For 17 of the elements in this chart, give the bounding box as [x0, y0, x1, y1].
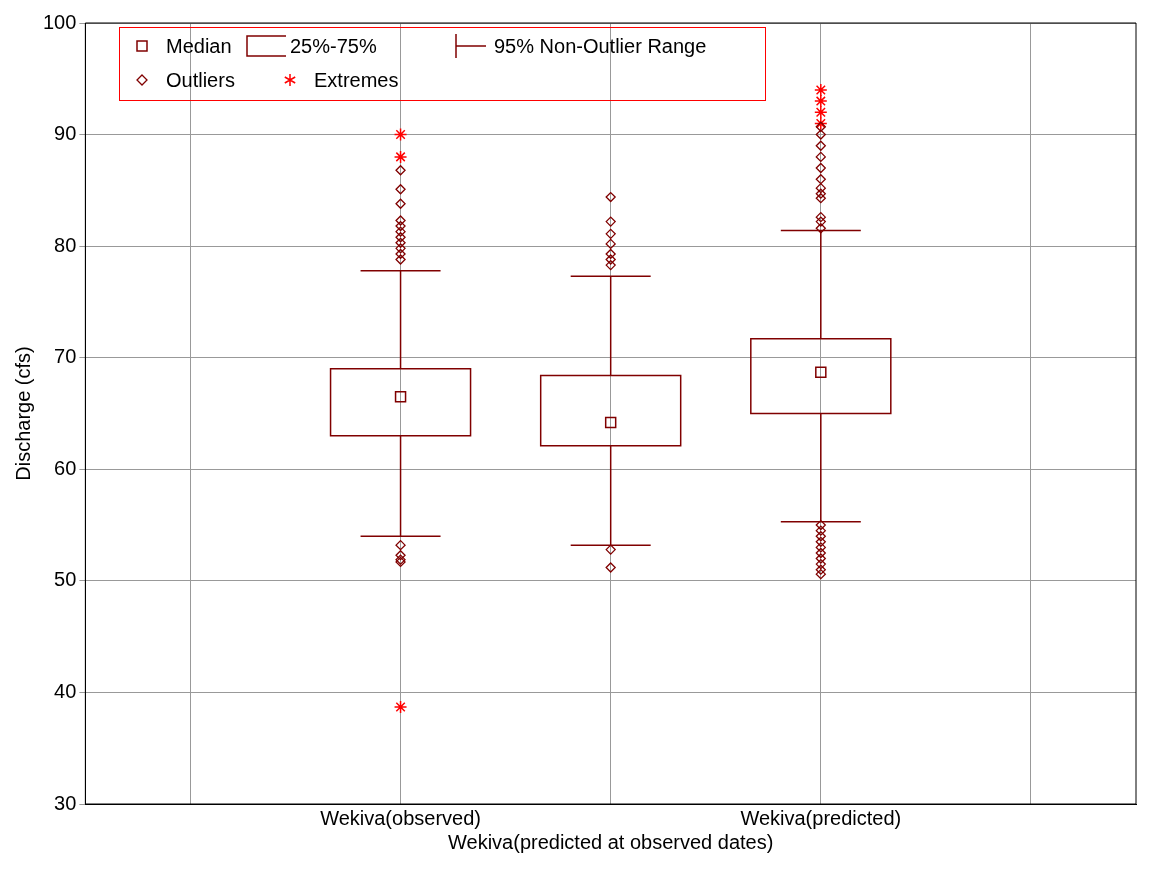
x-tick-label: Wekiva(observed): [320, 806, 481, 829]
y-tick-label: 70: [54, 345, 77, 368]
annotation: Outliers: [166, 68, 235, 92]
x-tick-label: Wekiva(predicted): [740, 806, 902, 829]
y-tick-label: 90: [54, 122, 77, 145]
y-tick-label: 50: [54, 568, 77, 591]
y-tick-label: 40: [54, 679, 77, 702]
y-tick-label: 100: [42, 10, 77, 33]
y-tick-label: 30: [54, 791, 77, 814]
y-tick-label: 80: [54, 233, 77, 256]
annotation: 25%-75%: [290, 34, 377, 58]
annotation: 95% Non-Outlier Range: [494, 34, 707, 58]
y-tick-label: 60: [54, 456, 77, 479]
x-tick-label: Wekiva(predicted at observed dates): [448, 830, 774, 853]
legend-label: Extremes: [314, 68, 399, 92]
annotation: Median: [166, 34, 232, 58]
y-axis-title: Discharge (cfs): [11, 346, 34, 481]
